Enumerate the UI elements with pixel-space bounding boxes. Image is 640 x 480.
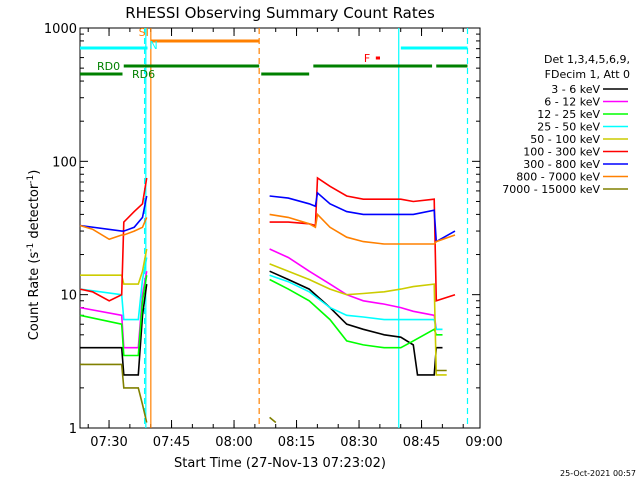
x-tick-label: 09:00 bbox=[465, 435, 502, 450]
x-tick-label: 08:15 bbox=[278, 435, 315, 450]
flag-bar-label: F bbox=[364, 52, 370, 65]
plot-frame bbox=[79, 27, 481, 429]
series-line bbox=[80, 270, 443, 376]
series-line bbox=[80, 248, 447, 376]
series-line bbox=[79, 191, 456, 243]
y-axis-label: Count Rate (s-1 detector-1) bbox=[26, 170, 42, 341]
legend-label: 7000 - 15000 keV bbox=[502, 183, 600, 196]
y-axis-label-main: Count Rate (s bbox=[27, 252, 42, 341]
legend-label: 6 - 12 keV bbox=[544, 96, 600, 109]
x-tick-label: 07:30 bbox=[90, 435, 127, 450]
flag-bar-label: N bbox=[150, 39, 158, 52]
legend-label: 100 - 300 keV bbox=[523, 146, 600, 159]
legend-label: 800 - 7000 keV bbox=[516, 171, 600, 184]
legend-label: 3 - 6 keV bbox=[551, 83, 600, 96]
plot-area: 1 10 100 1000 07:30 07:45 08:00 08:15 08:30 08:45… bbox=[44, 22, 503, 450]
series-line bbox=[79, 248, 443, 349]
flag-bar-label: SI bbox=[139, 26, 149, 39]
x-tick-label: 08:45 bbox=[403, 435, 440, 450]
y-tick-label: 100 bbox=[52, 155, 77, 170]
chart-title: RHESSI Observing Summary Count Rates bbox=[125, 4, 435, 22]
y-axis-label-mid: detector bbox=[27, 183, 42, 243]
timestamp: 25-Oct-2021 00:57 bbox=[560, 469, 636, 478]
series-line bbox=[79, 212, 456, 245]
legend-label: 25 - 50 keV bbox=[537, 121, 600, 134]
series-line bbox=[80, 363, 447, 424]
x-tick-label: 08:00 bbox=[215, 435, 252, 450]
y-tick-label: 1 bbox=[69, 422, 77, 437]
series-line bbox=[79, 275, 443, 357]
flag-bar-label: RD6 bbox=[132, 68, 155, 81]
legend-label: 50 - 100 keV bbox=[530, 133, 600, 146]
x-tick-label: 08:30 bbox=[340, 435, 377, 450]
legend-header-line-1: Det 1,3,4,5,6,9, bbox=[544, 53, 630, 66]
y-tick-label: 1000 bbox=[44, 22, 77, 37]
x-axis-label: Start Time (27-Nov-13 07:23:02) bbox=[174, 456, 386, 471]
y-axis-label-end: ) bbox=[27, 170, 42, 175]
legend-header-line-2: FDecim 1, Att 0 bbox=[545, 68, 630, 81]
flag-bar-label: RD0 bbox=[97, 60, 120, 73]
y-axis-label-exp2: -1 bbox=[26, 175, 36, 184]
legend-label: 12 - 25 keV bbox=[537, 108, 600, 121]
y-tick-label: 10 bbox=[60, 289, 77, 304]
series-line bbox=[79, 257, 443, 331]
legend-label: 300 - 800 keV bbox=[523, 158, 600, 171]
x-tick-label: 07:45 bbox=[153, 435, 190, 450]
y-axis-label-exp1: -1 bbox=[26, 243, 36, 252]
